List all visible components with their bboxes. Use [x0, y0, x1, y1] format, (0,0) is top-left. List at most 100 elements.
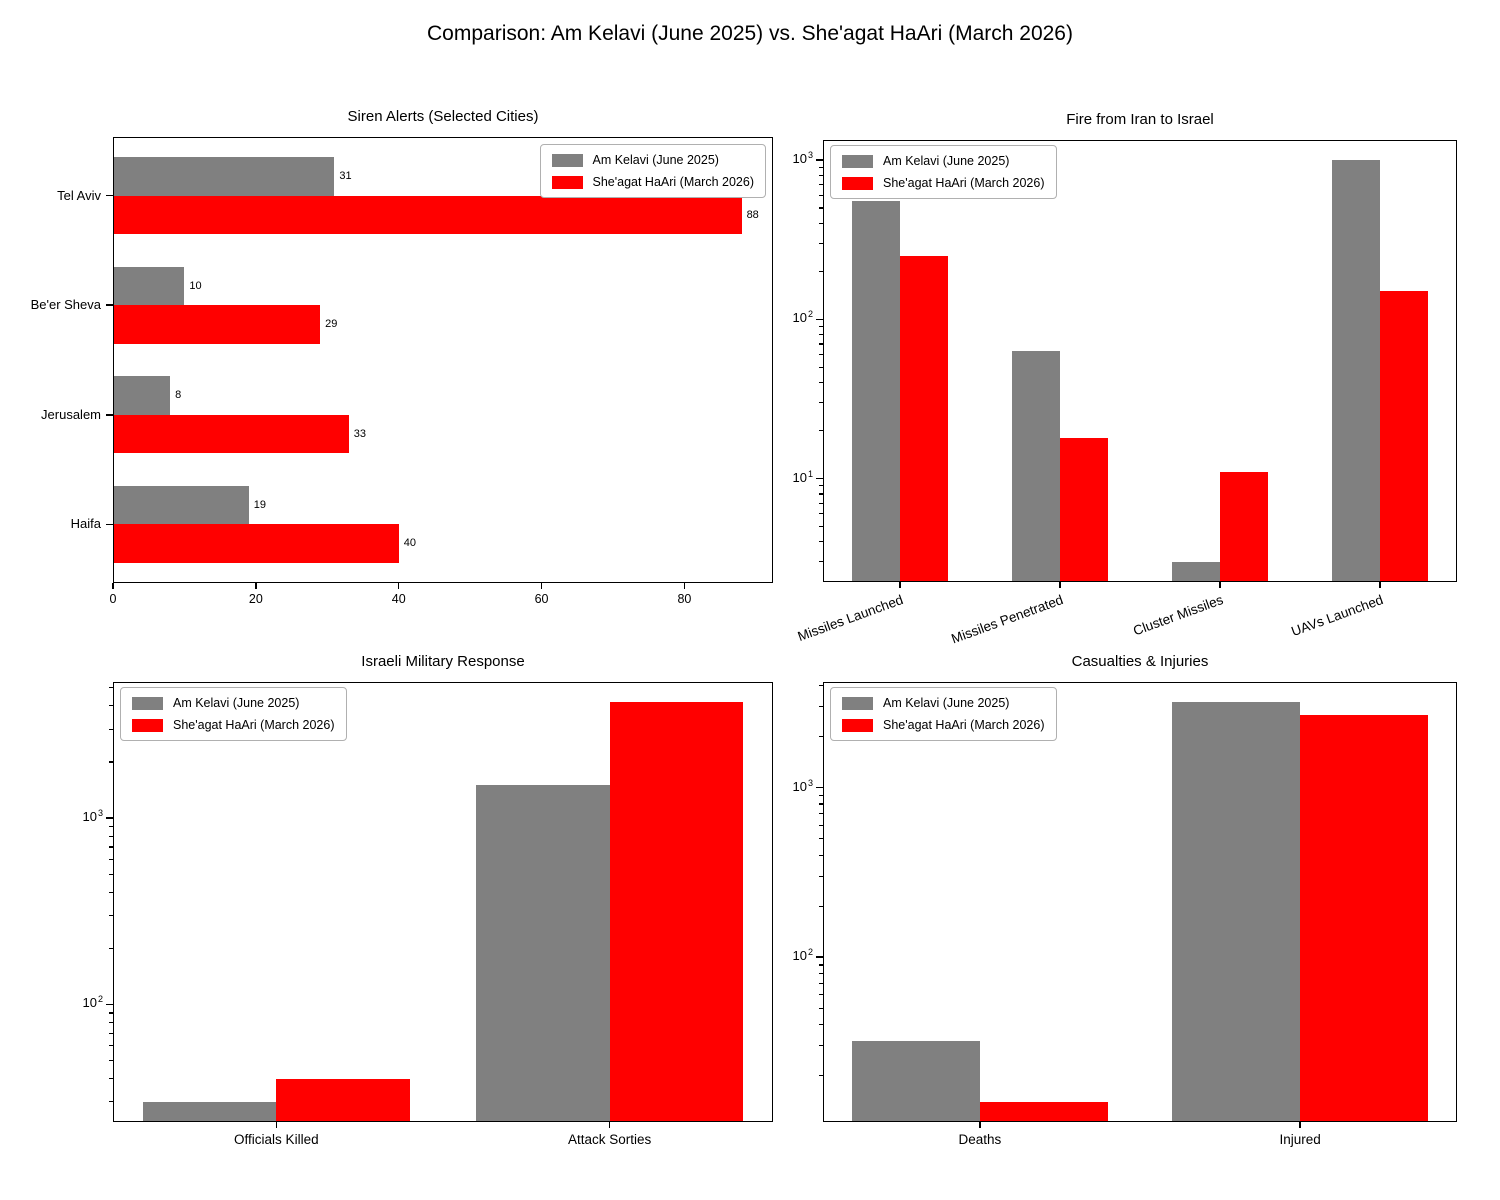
bar-she-agat-haari-march-2026-be-er-sheva: [113, 305, 321, 344]
x-tick: [1299, 1122, 1301, 1128]
x-tick: [1379, 582, 1381, 588]
category-label-jerusalem: Jerusalem: [41, 406, 101, 422]
military-response-chart: Am Kelavi (June 2025) She'agat HaAri (Ma…: [83, 682, 773, 1147]
bar-value-label: 33: [353, 427, 366, 440]
y-minor-tick: [819, 794, 823, 796]
legend-label-sheagat-haari: She'agat HaAri (March 2026): [592, 175, 755, 189]
y-minor-tick: [109, 825, 113, 828]
y-minor-tick: [819, 561, 823, 563]
x-tick: [540, 583, 543, 589]
chart-title-siren-alerts: Siren Alerts (Selected Cities): [347, 108, 539, 125]
chart-title-fire-from-iran: Fire from Iran to Israel: [1066, 111, 1214, 128]
x-tick-label-injured: Injured: [1279, 1132, 1321, 1147]
bar-she-agat-haari-march-2026-deaths: [979, 1101, 1108, 1122]
y-minor-tick: [819, 485, 823, 487]
exponent: 2: [807, 947, 813, 958]
bar-am-kelavi-june-2025-haifa: [113, 486, 249, 525]
x-tick: [255, 583, 257, 589]
legend-label-am-kelavi: Am Kelavi (June 2025): [592, 153, 719, 167]
bar-value-label: 31: [339, 170, 352, 183]
y-minor-tick: [109, 835, 113, 837]
y-minor-tick: [819, 502, 823, 504]
bar-am-kelavi-june-2025-cluster-missiles: [1172, 561, 1221, 582]
y-minor-tick: [819, 1075, 823, 1077]
y-minor-tick: [819, 982, 823, 985]
legend-label-am-kelavi: Am Kelavi (June 2025): [883, 154, 1010, 168]
y-minor-tick: [819, 994, 823, 996]
y-minor-tick: [819, 905, 823, 907]
y-minor-tick: [819, 875, 823, 877]
legend-label-sheagat-haari: She'agat HaAri (March 2026): [883, 718, 1045, 732]
bar-am-kelavi-june-2025-jerusalem: [113, 376, 171, 415]
x-tick-label: 60: [534, 592, 549, 606]
bar-she-agat-haari-march-2026-jerusalem: [113, 414, 349, 454]
exponent: 2: [97, 994, 103, 1005]
legend-swatch-am-kelavi: [132, 696, 163, 710]
x-tick: [1219, 582, 1221, 588]
bar-am-kelavi-june-2025-attack-sorties: [476, 785, 610, 1122]
x-tick-label: 0: [109, 592, 117, 606]
bar-value-label: 29: [325, 318, 338, 331]
y-minor-tick: [819, 838, 823, 840]
x-tick-label: 20: [248, 592, 263, 606]
bar-value-label: 40: [403, 537, 416, 550]
y-tick: [106, 414, 113, 416]
category-label-be-er-sheva: Be'er Sheva: [30, 297, 101, 313]
exponent: 3: [97, 808, 103, 819]
y-minor-tick: [819, 541, 823, 543]
y-minor-tick: [109, 1021, 113, 1024]
bar-value-label: 88: [746, 208, 759, 221]
y-minor-tick: [819, 166, 823, 168]
legend-entry: Am Kelavi (June 2025): [842, 154, 1045, 168]
y-minor-tick: [109, 846, 113, 848]
y-minor-tick: [819, 973, 823, 975]
x-tick: [1059, 582, 1061, 588]
bar-value-label: 8: [175, 389, 182, 402]
y-minor-tick: [109, 858, 113, 860]
y-minor-tick: [819, 824, 823, 826]
y-tick: [106, 304, 113, 306]
y-minor-tick: [819, 184, 823, 186]
bar-am-kelavi-june-2025-be-er-sheva: [113, 266, 185, 306]
y-tick-label: 103: [792, 150, 813, 167]
legend-entry: She'agat HaAri (March 2026): [551, 175, 755, 189]
y-minor-tick: [819, 382, 823, 384]
y-minor-tick: [819, 1045, 823, 1047]
y-minor-tick: [819, 242, 823, 244]
legend-swatch-sheagat-haari: [132, 718, 163, 732]
legend: Am Kelavi (June 2025) She'agat HaAri (Ma…: [830, 145, 1057, 199]
figure-title: Comparison: Am Kelavi (June 2025) vs. Sh…: [427, 22, 1073, 45]
legend-entry: Am Kelavi (June 2025): [551, 153, 755, 167]
bar-she-agat-haari-march-2026-cluster-missiles: [1220, 471, 1269, 582]
siren-alerts-chart: Am Kelavi (June 2025) She'agat HaAri (Ma…: [31, 137, 773, 606]
y-tick: [106, 194, 113, 197]
y-minor-tick: [819, 736, 823, 738]
y-tick: [816, 956, 823, 958]
exponent: 3: [807, 777, 813, 788]
x-tick-label: 80: [677, 592, 692, 606]
y-tick-label: 102: [792, 947, 813, 964]
bar-am-kelavi-june-2025-missiles-launched: [851, 201, 900, 582]
y-tick-label: 103: [792, 777, 813, 794]
category-label-tel-aviv: Tel Aviv: [57, 187, 101, 203]
casualties-chart: Am Kelavi (June 2025) She'agat HaAri (Ma…: [793, 682, 1457, 1147]
y-minor-tick: [819, 803, 823, 805]
category-label-haifa: Haifa: [70, 516, 101, 532]
bar-am-kelavi-june-2025-missiles-penetrated: [1011, 351, 1060, 582]
y-minor-tick: [819, 194, 823, 196]
legend-swatch-sheagat-haari: [842, 718, 873, 732]
x-tick: [112, 583, 114, 589]
fire-from-iran-chart: Am Kelavi (June 2025) She'agat HaAri (Ma…: [793, 140, 1457, 646]
x-tick: [683, 583, 686, 589]
y-tick-label: 102: [82, 994, 103, 1011]
y-minor-tick: [819, 174, 823, 177]
legend-swatch-am-kelavi: [842, 696, 873, 710]
y-minor-tick: [109, 947, 113, 949]
x-tick: [275, 1122, 278, 1128]
y-minor-tick: [109, 1078, 113, 1080]
bar-she-agat-haari-march-2026-officials-killed: [276, 1078, 410, 1122]
y-tick-label: 103: [82, 808, 103, 825]
y-tick: [816, 477, 823, 480]
y-minor-tick: [819, 513, 823, 515]
bar-am-kelavi-june-2025-uavs-launched: [1332, 160, 1381, 582]
